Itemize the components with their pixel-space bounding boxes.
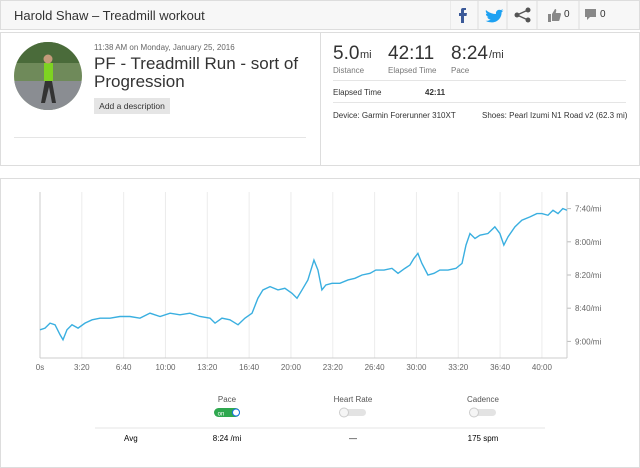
x-tick-label: 13:20 bbox=[197, 363, 218, 372]
separator bbox=[14, 137, 306, 138]
stat-label: Distance bbox=[333, 66, 365, 75]
x-tick-label: 36:40 bbox=[490, 363, 511, 372]
like-icon[interactable] bbox=[548, 9, 561, 22]
toggle-label: on bbox=[218, 412, 225, 418]
separator bbox=[333, 80, 626, 81]
x-tick-label: 40:00 bbox=[532, 363, 553, 372]
shoes: Shoes: Pearl Izumi N1 Road v2 (62.3 mi) bbox=[482, 111, 628, 120]
header-icons bbox=[450, 0, 596, 30]
activity-title: PF - Treadmill Run - sort of Progression bbox=[94, 54, 299, 91]
summary-value: 175 spm bbox=[468, 434, 499, 443]
toggle-knob bbox=[232, 408, 240, 417]
stat-value: 5.0 bbox=[333, 43, 360, 64]
x-tick-label: 23:20 bbox=[323, 363, 344, 372]
pace-line bbox=[39, 207, 568, 342]
y-tick-label: 8:00/mi bbox=[575, 238, 601, 247]
stat-unit: /mi bbox=[489, 49, 504, 61]
x-tick-label: 10:00 bbox=[155, 363, 176, 372]
column-header: Heart Rate bbox=[334, 395, 373, 404]
x-tick-label: 0s bbox=[36, 363, 44, 372]
column-header: Cadence bbox=[467, 395, 500, 404]
chart: 0s 3:20 6:40 10:00 13:20 16:40 20:00 23:20 26:40… bbox=[36, 192, 601, 443]
y-tick-label: 9:00/mi bbox=[575, 337, 601, 346]
like-count: 0 bbox=[564, 9, 570, 20]
stat-value: 42:11 bbox=[388, 43, 435, 64]
x-tick-label: 16:40 bbox=[239, 363, 260, 372]
share-icon[interactable] bbox=[514, 7, 531, 23]
elapsed-value: 42:11 bbox=[425, 88, 446, 97]
elapsed-label: Elapsed Time bbox=[333, 88, 382, 97]
y-tick-label: 8:20/mi bbox=[575, 271, 601, 280]
summary-value: — bbox=[349, 434, 357, 443]
divider bbox=[320, 32, 321, 166]
stat-value: 8:24 bbox=[451, 43, 488, 64]
comment-count: 0 bbox=[600, 9, 606, 20]
page-title: Harold Shaw – Treadmill workout bbox=[14, 8, 205, 23]
toggle-knob bbox=[469, 407, 479, 418]
avatar bbox=[14, 42, 82, 110]
stat-unit: mi bbox=[360, 49, 372, 61]
stat-label: Pace bbox=[451, 66, 470, 75]
summary-value: 8:24 /mi bbox=[213, 434, 242, 443]
comment-icon[interactable] bbox=[585, 9, 596, 20]
separator bbox=[333, 102, 626, 103]
header-bar bbox=[0, 0, 640, 30]
twitter-icon[interactable] bbox=[485, 9, 504, 23]
x-tick-label: 33:20 bbox=[448, 363, 469, 372]
x-tick-label: 20:00 bbox=[281, 363, 302, 372]
x-tick-label: 3:20 bbox=[74, 363, 90, 372]
stat-label: Elapsed Time bbox=[388, 66, 437, 75]
x-tick-label: 26:40 bbox=[365, 363, 386, 372]
add-description-button[interactable]: Add a description bbox=[94, 98, 170, 114]
timestamp: 11:38 AM on Monday, January 25, 2016 bbox=[94, 43, 235, 52]
row-label: Avg bbox=[124, 434, 138, 443]
y-tick-label: 8:40/mi bbox=[575, 304, 601, 313]
x-tick-label: 6:40 bbox=[116, 363, 132, 372]
device: Device: Garmin Forerunner 310XT bbox=[333, 111, 456, 120]
x-tick-label: 30:00 bbox=[406, 363, 427, 372]
toggle-knob bbox=[339, 407, 349, 418]
y-tick-label: 7:40/mi bbox=[575, 205, 601, 214]
column-header: Pace bbox=[218, 395, 237, 404]
facebook-icon[interactable] bbox=[459, 8, 467, 23]
